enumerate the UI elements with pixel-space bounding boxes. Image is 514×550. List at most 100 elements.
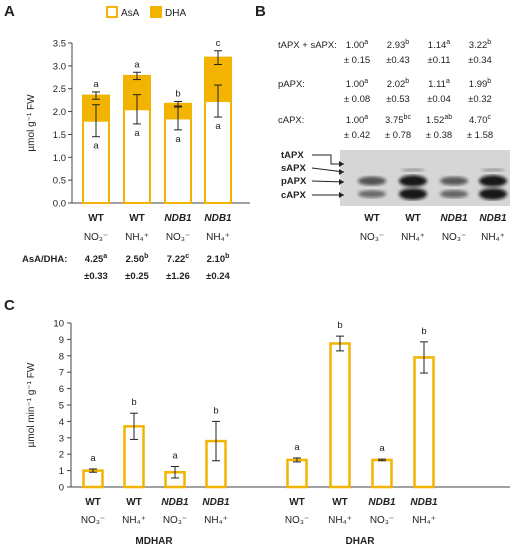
blot-label: tAPX xyxy=(281,150,304,161)
panel-c-category-treatment: NO₃⁻ xyxy=(370,515,394,526)
apx-cell-error: ±0.53 xyxy=(386,94,410,105)
panel-c-y-tick-label: 0 xyxy=(59,483,64,494)
bar-asa xyxy=(164,117,192,204)
ratio-error: ±0.33 xyxy=(84,271,108,282)
apx-cell-value: 2.02b xyxy=(387,78,410,90)
blot-band-sapx xyxy=(401,168,425,172)
blot-lane-genotype: WT xyxy=(405,213,421,224)
apx-cell-number: 1.99 xyxy=(469,79,488,90)
panel-a-ratio-row: AsA/DHA: 4.25a±0.332.50b±0.257.22c±1.262.… xyxy=(22,253,231,282)
apx-cell-letter: ab xyxy=(444,114,452,121)
panel-c-category-treatment: NH₄⁺ xyxy=(412,515,436,526)
significance-letter-asa: a xyxy=(93,141,99,152)
apx-cell-letter: a xyxy=(364,39,368,46)
apx-cell-value: 1.11a xyxy=(428,78,450,90)
blot-arrow-head xyxy=(339,161,344,167)
significance-letter-total: a xyxy=(93,79,99,90)
apx-cell-value: 1.00a xyxy=(346,39,369,51)
blot-arrow-sapx xyxy=(311,167,345,173)
ratio-value: 2.10b xyxy=(207,253,230,265)
panel-c-letter: C xyxy=(4,297,15,314)
panel-a-letter: A xyxy=(4,3,15,20)
apx-cell-value: 3.75bc xyxy=(385,114,411,126)
apx-cell-error: ± 0.08 xyxy=(344,94,370,105)
apx-cell-error: ±0.34 xyxy=(468,55,492,66)
apx-cell-value: 1.00a xyxy=(346,114,369,126)
panel-c-y-tick-label: 8 xyxy=(59,351,64,362)
bar-dhar xyxy=(286,458,308,489)
apx-cell-value: 1.00a xyxy=(346,78,369,90)
group-label-dhar: DHAR xyxy=(346,536,376,547)
panel-c-y-axis: 0 1 2 3 4 5 6 7 8 9 10 µmol min⁻¹ g⁻¹ FW xyxy=(26,319,510,494)
apx-cell-error: ±0.32 xyxy=(468,94,492,105)
apx-cell-number: 1.00 xyxy=(346,115,365,126)
apx-cell-error: ±0.43 xyxy=(386,55,410,66)
blot-lane-treatment: NO₃⁻ xyxy=(360,232,384,243)
apx-cell-letter: c xyxy=(488,114,492,121)
panel-a-y-tick-label: 1.0 xyxy=(53,153,66,164)
panel-c-category-genotype: WT xyxy=(85,497,101,508)
apx-cell-letter: a xyxy=(446,39,450,46)
blot-label: pAPX xyxy=(281,176,307,187)
ratio-letter: b xyxy=(225,253,229,260)
legend-dha-swatch xyxy=(150,6,162,18)
panel-a-bars: a a a a b a c a xyxy=(82,38,232,204)
significance-letter: a xyxy=(172,451,178,462)
apx-cell-error: ± 0.78 xyxy=(385,130,411,141)
blot-arrow-head xyxy=(339,179,344,185)
blot-lane-genotype: NDB1 xyxy=(440,213,468,224)
apx-cell-error: ± 0.42 xyxy=(344,130,370,141)
blot-arrow-head xyxy=(339,169,344,175)
panel-a-category-treatment: NH₄⁺ xyxy=(125,232,149,243)
group-label-mdhar: MDHAR xyxy=(135,536,173,547)
panel-c-category-treatment: NH₄⁺ xyxy=(122,515,146,526)
ratio-number: 7.22 xyxy=(167,254,186,265)
panel-c-category-genotype: NDB1 xyxy=(161,497,189,508)
blot-band-sapx xyxy=(481,168,505,172)
apx-cell-number: 3.75 xyxy=(385,115,404,126)
apx-cell-value: 2.93b xyxy=(387,39,410,51)
significance-letter: a xyxy=(379,443,385,454)
panel-b-table: tAPX + sAPX: 1.00a± 0.152.93b±0.431.14a±0… xyxy=(278,39,493,141)
blot-band-capx xyxy=(358,190,386,198)
panel-a-category-genotype: WT xyxy=(88,213,104,224)
panel-a-y-tick-label: 3.0 xyxy=(53,61,66,72)
apx-cell-letter: a xyxy=(364,114,368,121)
panel-c-category-treatment: NO₃⁻ xyxy=(81,515,105,526)
apx-cell-letter: b xyxy=(405,78,409,85)
blot-arrow-papx xyxy=(311,180,345,183)
blot-arrow-head xyxy=(339,192,344,198)
apx-cell-letter: b xyxy=(487,39,491,46)
panel-a-y-tick-label: 0.5 xyxy=(53,176,66,187)
bar-dhar xyxy=(371,458,393,489)
apx-cell-number: 1.14 xyxy=(428,40,447,51)
panel-b-letter: B xyxy=(255,3,266,20)
apx-cell-error: ± 0.15 xyxy=(344,55,370,66)
panel-a-category-genotype: NDB1 xyxy=(204,213,232,224)
panel-c-category-genotype: NDB1 xyxy=(202,497,230,508)
panel-c-category-genotype: WT xyxy=(126,497,142,508)
significance-letter-asa: a xyxy=(134,128,140,139)
panel-c-categories: WT NO₃⁻ WT NH₄⁺ NDB1 NO₃⁻ NDB1 NH₄⁺ MDHAR WT NO₃⁻ W… xyxy=(81,497,438,547)
significance-letter: a xyxy=(294,442,300,453)
panel-c-y-tick-label: 1 xyxy=(59,466,64,477)
apx-cell-value: 4.70c xyxy=(469,114,492,126)
blot-band-papx xyxy=(399,175,427,187)
blot-lane-genotype: NDB1 xyxy=(479,213,507,224)
ratio-letter: a xyxy=(103,253,107,260)
blot-band-capx xyxy=(440,190,468,198)
significance-letter: b xyxy=(131,397,136,408)
significance-letter: b xyxy=(337,320,342,331)
ratio-value: 2.50b xyxy=(126,253,149,265)
ratio-error: ±1.26 xyxy=(166,271,190,282)
bar-asa xyxy=(123,108,151,204)
significance-letter-total: b xyxy=(175,89,180,100)
panel-a-category-treatment: NO₃⁻ xyxy=(166,232,190,243)
significance-letter-total: c xyxy=(216,38,221,49)
panel-c-bars: a b a b a b a b xyxy=(82,320,435,489)
apx-cell-letter: b xyxy=(487,78,491,85)
panel-a-y-tick-label: 2.5 xyxy=(53,84,66,95)
panel-a-category-genotype: WT xyxy=(129,213,145,224)
apx-row-label: pAPX: xyxy=(278,79,305,90)
apx-cell-letter: a xyxy=(446,78,450,85)
